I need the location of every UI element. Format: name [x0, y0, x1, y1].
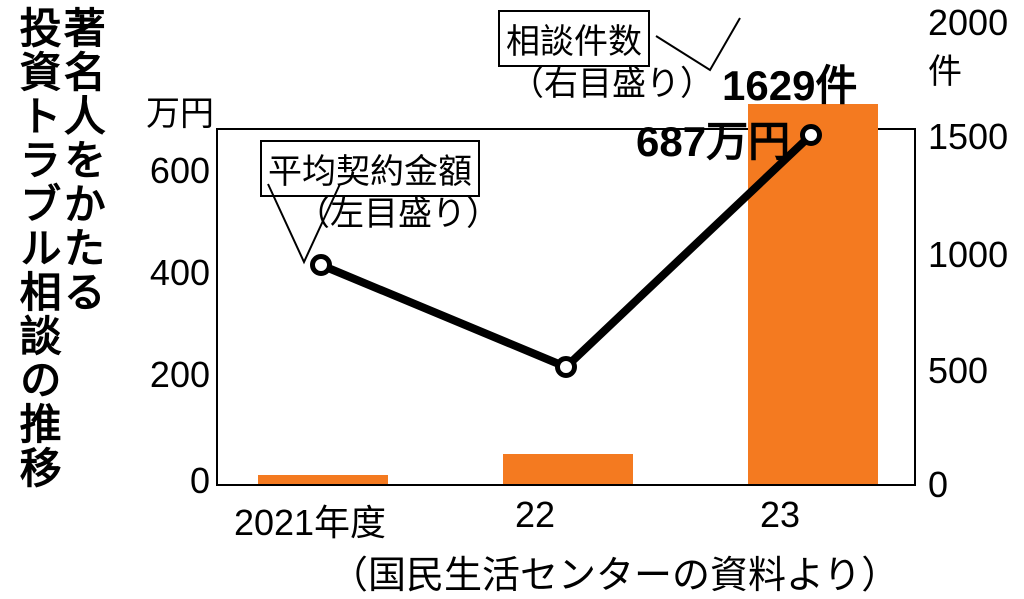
x-label-2021: 2021年度: [220, 494, 400, 546]
right-tick-1500: 1500: [928, 116, 1008, 158]
annotation-count: 1629件: [722, 52, 857, 113]
left-tick-0: 0: [140, 460, 210, 502]
title-line-1: 著名人をかたる: [57, 6, 103, 314]
right-tick-1000: 1000: [928, 234, 1008, 276]
x-label-2022: 22: [505, 494, 565, 536]
left-tick-600: 600: [140, 150, 210, 192]
left-tick-200: 200: [140, 354, 210, 396]
x-label-2023: 23: [750, 494, 810, 536]
line-marker-2021: [310, 254, 332, 276]
right-tick-500: 500: [928, 350, 988, 392]
bar-2021: [258, 475, 388, 484]
chart-source: （国民生活センターの資料より）: [330, 544, 899, 599]
bar-2022: [503, 454, 633, 484]
right-tick-2000: 2000: [928, 2, 1008, 44]
right-axis-unit: 件: [928, 44, 962, 93]
right-tick-0: 0: [928, 464, 948, 506]
line-marker-2022: [555, 356, 577, 378]
annotation-amount: 687万円: [636, 108, 790, 169]
left-axis-unit: 万円: [146, 86, 214, 135]
callout-line-sub: （左目盛り）: [296, 186, 500, 235]
left-tick-400: 400: [140, 252, 210, 294]
line-marker-2023: [800, 124, 822, 146]
title-line-2: 投資トラブル相談の推移: [13, 6, 59, 490]
callout-bar-sub: （右目盛り）: [510, 56, 714, 105]
chart-title: 著名人をかたる 投資トラブル相談の推移: [14, 6, 102, 490]
x-axis-baseline: [216, 484, 916, 486]
